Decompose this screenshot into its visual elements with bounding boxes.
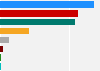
Bar (0, 10, 78, 16)
Bar (0, 46, 3, 52)
Bar (0, 55, 1, 61)
Bar (0, 19, 75, 25)
Bar (0, 63, 1, 70)
Bar (0, 37, 9, 43)
Bar (0, 1, 94, 8)
Bar (0, 28, 29, 34)
